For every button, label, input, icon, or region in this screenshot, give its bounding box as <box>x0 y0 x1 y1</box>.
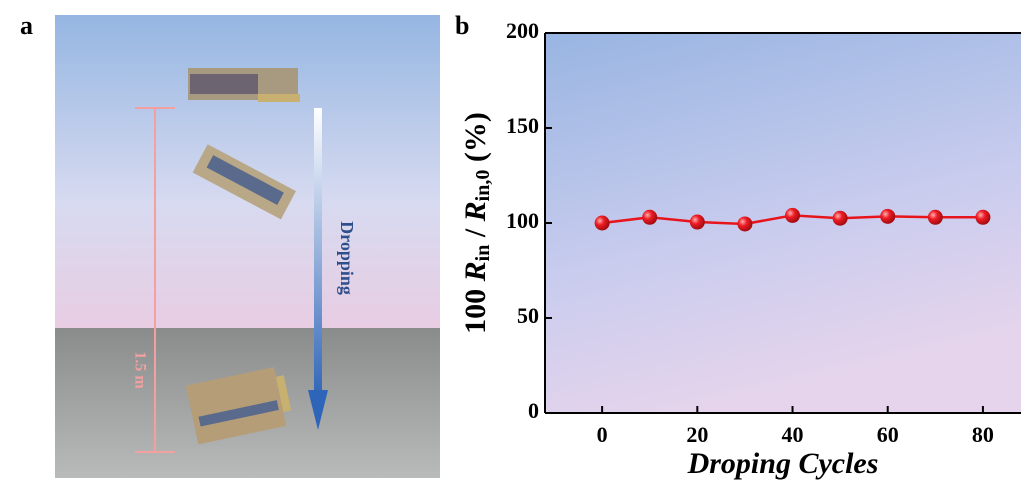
data-point <box>595 216 610 231</box>
y-label-part: / <box>459 221 492 244</box>
y-tick-label: 150 <box>506 113 539 138</box>
x-tick-label: 0 <box>597 422 608 447</box>
data-point <box>642 210 657 225</box>
y-label-part: R <box>459 261 492 282</box>
data-point <box>690 215 705 230</box>
data-point <box>833 211 848 226</box>
y-label-part: in <box>472 245 494 262</box>
y-tick-label: 50 <box>517 303 539 328</box>
figure: 1.5 m Dropping a b 100 Rin / Rin,0 (%) D… <box>0 0 1021 490</box>
illustration: 1.5 m Dropping <box>55 15 440 478</box>
y-label-part: R <box>459 201 492 222</box>
x-tick-label: 40 <box>782 422 804 447</box>
y-label-part: 100 <box>459 281 492 334</box>
panel-label: a <box>20 11 33 40</box>
data-point <box>928 210 943 225</box>
y-tick-label: 100 <box>506 208 539 233</box>
x-tick-label: 20 <box>686 422 708 447</box>
data-point <box>880 209 895 224</box>
data-point <box>785 208 800 223</box>
y-label-part: in,0 <box>472 170 494 202</box>
panel-label: b <box>455 11 469 40</box>
y-label-part: (%) <box>459 112 492 169</box>
plot-area <box>545 33 1021 413</box>
y-axis-label: 100 Rin / Rin,0 (%) <box>459 112 494 334</box>
x-tick-label: 80 <box>972 422 994 447</box>
y-tick-label: 200 <box>506 18 539 43</box>
x-axis-label: Droping Cycles <box>687 447 879 480</box>
battery-top <box>188 68 300 102</box>
y-tick-label: 0 <box>528 398 539 423</box>
data-point <box>975 210 990 225</box>
drop-arrow <box>314 108 322 398</box>
x-tick-label: 60 <box>877 422 899 447</box>
arrow-label: Dropping <box>337 221 357 295</box>
data-point <box>737 216 752 231</box>
height-label: 1.5 m <box>131 351 148 389</box>
